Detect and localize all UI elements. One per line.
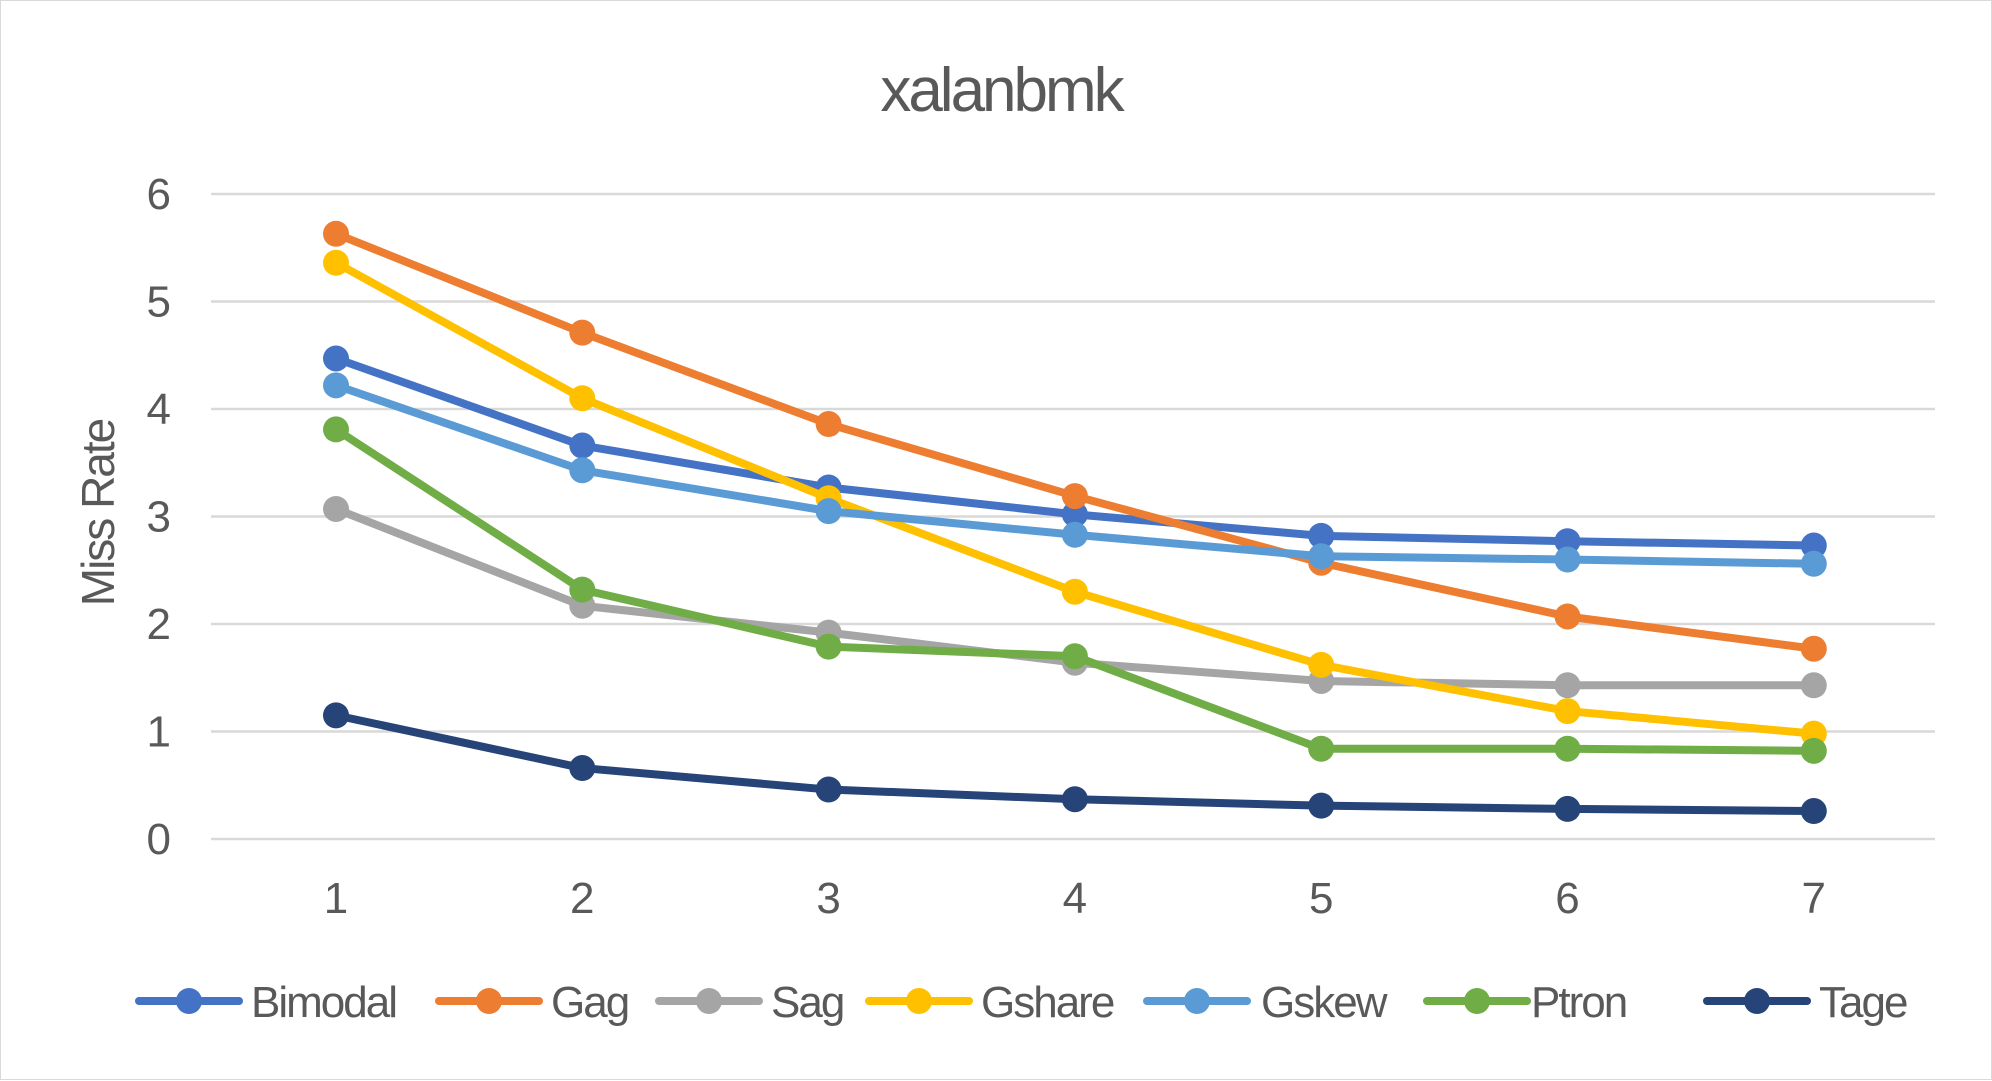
data-point bbox=[323, 220, 349, 247]
data-point bbox=[1061, 483, 1088, 510]
data-point bbox=[1554, 528, 1581, 555]
data-point bbox=[323, 702, 349, 729]
data-point bbox=[1554, 795, 1581, 822]
legend-marker bbox=[1464, 988, 1490, 1014]
data-point bbox=[1554, 735, 1581, 762]
legend-label: Tage bbox=[1819, 978, 1907, 1027]
data-point bbox=[1308, 651, 1335, 678]
legend-marker bbox=[176, 988, 202, 1014]
y-tick-label: 5 bbox=[147, 278, 171, 327]
legend-item-gag: Gag bbox=[435, 978, 630, 1027]
data-point bbox=[1800, 737, 1827, 764]
data-point bbox=[1061, 521, 1088, 548]
y-tick-label: 1 bbox=[147, 708, 171, 757]
legend-marker bbox=[1184, 988, 1210, 1014]
data-point bbox=[1800, 532, 1827, 559]
data-point bbox=[323, 345, 349, 372]
x-tick-label: 5 bbox=[1309, 874, 1333, 923]
data-point bbox=[323, 495, 349, 522]
data-point bbox=[815, 776, 842, 803]
data-point bbox=[1308, 735, 1335, 762]
data-point bbox=[323, 249, 349, 276]
data-point bbox=[1308, 792, 1335, 819]
data-point bbox=[569, 432, 596, 459]
series-ptron bbox=[323, 416, 1827, 764]
y-tick-label: 2 bbox=[147, 600, 171, 649]
data-point bbox=[1061, 786, 1088, 813]
legend-label: Bimodal bbox=[251, 978, 396, 1027]
legend-marker bbox=[476, 988, 502, 1014]
legend-marker bbox=[1744, 988, 1770, 1014]
data-point bbox=[815, 498, 842, 525]
y-tick-label: 6 bbox=[147, 170, 171, 219]
y-axis-ticks: 0 1 2 3 4 5 6 bbox=[147, 170, 171, 864]
data-point bbox=[1308, 522, 1335, 549]
x-axis-ticks: 1 2 3 4 5 6 7 bbox=[324, 874, 1826, 923]
data-point bbox=[569, 576, 596, 603]
chart-title: xalanbmk bbox=[880, 56, 1125, 125]
legend-item-bimodal: Bimodal bbox=[135, 978, 398, 1027]
series-lines bbox=[323, 220, 1827, 825]
data-point bbox=[569, 385, 596, 412]
y-tick-label: 4 bbox=[147, 385, 171, 434]
legend-item-ptron: Ptron bbox=[1423, 978, 1628, 1027]
x-tick-label: 7 bbox=[1802, 874, 1826, 923]
data-point bbox=[815, 633, 842, 660]
legend-marker bbox=[696, 988, 722, 1014]
data-point bbox=[1308, 543, 1335, 570]
data-point bbox=[1554, 672, 1581, 699]
data-point bbox=[323, 372, 349, 399]
series-gskew bbox=[323, 372, 1827, 577]
x-tick-label: 6 bbox=[1555, 874, 1579, 923]
legend-label: Gshare bbox=[981, 978, 1114, 1027]
data-point bbox=[1061, 578, 1088, 605]
y-tick-label: 3 bbox=[147, 493, 171, 542]
data-point bbox=[1554, 698, 1581, 725]
y-tick-label: 0 bbox=[147, 815, 171, 864]
data-point bbox=[1061, 501, 1088, 528]
data-point bbox=[1800, 635, 1827, 662]
y-axis-label: Miss Rate bbox=[72, 419, 124, 606]
data-point bbox=[569, 319, 596, 346]
data-point bbox=[1554, 603, 1581, 630]
legend-label: Gskew bbox=[1261, 978, 1388, 1027]
data-point bbox=[1800, 550, 1827, 577]
legend-item-gshare: Gshare bbox=[865, 978, 1116, 1027]
legend-item-tage: Tage bbox=[1703, 978, 1909, 1027]
series-tage bbox=[323, 702, 1827, 825]
data-point bbox=[569, 755, 596, 782]
x-tick-label: 3 bbox=[816, 874, 840, 923]
legend-marker bbox=[906, 988, 932, 1014]
data-point bbox=[1061, 643, 1088, 670]
series-gag bbox=[323, 220, 1827, 662]
x-tick-label: 2 bbox=[570, 874, 594, 923]
data-point bbox=[815, 411, 842, 438]
data-point bbox=[1800, 672, 1827, 699]
legend-item-gskew: Gskew bbox=[1143, 978, 1390, 1027]
data-point bbox=[1554, 546, 1581, 573]
data-point bbox=[323, 416, 349, 443]
x-tick-label: 4 bbox=[1063, 874, 1087, 923]
legend-label: Sag bbox=[771, 978, 843, 1027]
data-point bbox=[569, 457, 596, 484]
legend-label: Gag bbox=[551, 978, 628, 1027]
legend: Bimodal Gag Sag Gshare Gskew Ptron Tage bbox=[135, 978, 1909, 1027]
legend-item-sag: Sag bbox=[655, 978, 845, 1027]
x-tick-label: 1 bbox=[324, 874, 348, 923]
data-point bbox=[1800, 798, 1827, 825]
legend-label: Ptron bbox=[1531, 978, 1626, 1027]
